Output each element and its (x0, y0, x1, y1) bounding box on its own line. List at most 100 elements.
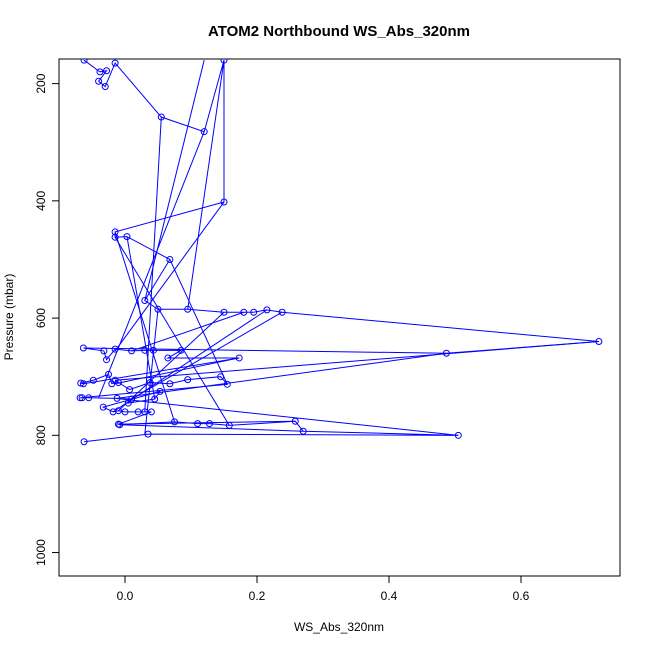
data-point (225, 421, 233, 429)
x-tick-label: 0.4 (381, 589, 398, 603)
data-point (177, 346, 185, 354)
data-point (79, 344, 87, 352)
data-point (157, 113, 165, 121)
data-point (220, 198, 228, 206)
data-point (124, 399, 132, 407)
data-point (99, 403, 107, 411)
data-point (164, 354, 172, 362)
data-point (101, 83, 109, 91)
data-point (111, 233, 119, 241)
data-point (111, 59, 119, 67)
points-layer (76, 59, 603, 446)
data-point (184, 376, 192, 384)
data-point (154, 305, 162, 313)
data-point (80, 59, 88, 64)
series-segment (118, 311, 225, 412)
data-point (126, 386, 134, 394)
series-segment (114, 201, 225, 352)
y-tick-label: 1000 (34, 539, 48, 566)
data-point (141, 408, 149, 416)
data-point (151, 395, 159, 403)
data-point (103, 67, 111, 75)
y-axis: 200 400 600 800 1000 (34, 73, 60, 566)
data-point (299, 427, 307, 435)
series-line (80, 59, 599, 443)
series-segment (114, 357, 240, 385)
data-point (89, 376, 97, 384)
data-point (80, 438, 88, 446)
data-point (263, 306, 271, 314)
series-segment (115, 397, 459, 436)
data-point (220, 59, 228, 64)
data-point (171, 418, 178, 426)
data-point (77, 379, 85, 387)
series-segment (117, 352, 447, 399)
data-point (79, 380, 87, 388)
data-point (147, 408, 155, 416)
data-point (103, 356, 111, 364)
data-point (240, 308, 248, 316)
data-point (113, 394, 121, 402)
data-point (220, 308, 228, 316)
data-point (250, 308, 258, 316)
data-point (111, 345, 119, 353)
series-segment (98, 131, 205, 398)
series-segment (144, 117, 162, 412)
data-point (235, 354, 243, 362)
data-point (105, 370, 112, 378)
data-point (200, 128, 208, 136)
x-tick-label: 0.2 (249, 589, 266, 603)
data-point (95, 77, 103, 85)
data-point (109, 408, 117, 416)
data-point (223, 380, 231, 388)
data-point (278, 308, 286, 316)
series-segment (187, 60, 225, 310)
data-point (166, 255, 174, 263)
data-point (291, 417, 299, 425)
data-point (146, 379, 154, 387)
series-segment (169, 259, 228, 385)
data-point (149, 346, 157, 354)
data-point (121, 408, 129, 416)
data-point (217, 373, 225, 381)
series-segment (131, 311, 244, 352)
chart-title: ATOM2 Northbound WS_Abs_320nm (208, 23, 470, 40)
data-point (128, 347, 136, 355)
series-segment (119, 424, 304, 432)
y-tick-label: 200 (34, 73, 48, 93)
data-point (85, 394, 93, 402)
data-point (123, 233, 131, 241)
x-axis-label: WS_Abs_320nm (294, 620, 384, 634)
data-point (96, 68, 104, 76)
data-point (454, 431, 462, 439)
x-axis: 0.0 0.2 0.4 0.6 (117, 575, 530, 603)
data-point (194, 420, 202, 428)
data-point (442, 349, 450, 357)
data-point (141, 297, 149, 305)
data-point (134, 408, 142, 416)
y-axis-label: Pressure (mbar) (2, 274, 16, 361)
data-point (111, 228, 119, 236)
data-point (141, 346, 149, 354)
x-tick-label: 0.6 (513, 589, 530, 603)
y-tick-label: 400 (34, 191, 48, 211)
data-point (76, 394, 84, 402)
y-tick-label: 600 (34, 308, 48, 328)
data-point (78, 394, 86, 402)
data-point (144, 430, 152, 438)
data-point (156, 387, 164, 395)
data-point (184, 305, 192, 313)
data-point (111, 376, 119, 384)
segments-layer (80, 59, 599, 443)
series-segment (131, 311, 283, 400)
data-point (166, 380, 174, 388)
data-point (100, 347, 108, 355)
x-tick-label: 0.0 (117, 589, 134, 603)
data-point (205, 420, 213, 428)
series-segment (114, 236, 230, 426)
data-point (595, 338, 603, 346)
data-point (116, 421, 124, 429)
data-point (114, 407, 122, 415)
series-segment (144, 60, 205, 301)
